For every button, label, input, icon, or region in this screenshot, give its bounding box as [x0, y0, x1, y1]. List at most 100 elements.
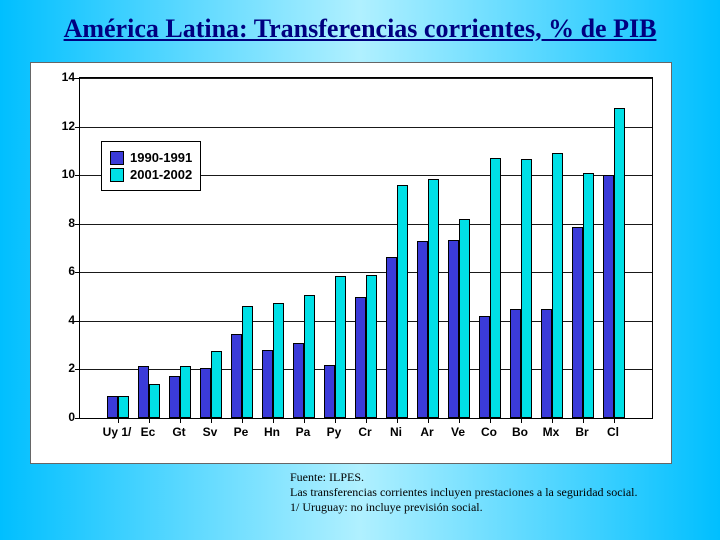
xtick-label: Mx — [543, 425, 560, 439]
bar — [118, 396, 129, 418]
xtick-label: Gt — [172, 425, 185, 439]
xtick-mark — [118, 418, 119, 423]
bar — [324, 365, 335, 418]
xtick-mark — [552, 418, 553, 423]
bar — [614, 108, 625, 418]
bar — [490, 158, 501, 418]
ytick-label: 2 — [35, 361, 75, 375]
xtick-label: Co — [481, 425, 497, 439]
bar — [149, 384, 160, 418]
xtick-mark — [242, 418, 243, 423]
xtick-mark — [583, 418, 584, 423]
xtick-label: Cl — [607, 425, 619, 439]
ytick-label: 10 — [35, 167, 75, 181]
xtick-mark — [614, 418, 615, 423]
xtick-label: Uy 1/ — [103, 425, 132, 439]
bar — [417, 241, 428, 418]
gridline — [80, 272, 652, 273]
bar — [180, 366, 191, 418]
bar — [293, 343, 304, 418]
ytick-mark — [75, 224, 80, 225]
bar — [355, 297, 366, 418]
footnote: Fuente: ILPES. Las transferencias corrie… — [290, 470, 638, 515]
bar — [211, 351, 222, 418]
bar — [169, 376, 180, 419]
xtick-label: Bo — [512, 425, 528, 439]
xtick-mark — [428, 418, 429, 423]
legend-swatch — [110, 168, 124, 182]
footnote-line: 1/ Uruguay: no incluye previsión social. — [290, 500, 638, 515]
xtick-label: Br — [575, 425, 588, 439]
ytick-label: 6 — [35, 264, 75, 278]
legend-item: 2001-2002 — [110, 167, 192, 182]
xtick-mark — [459, 418, 460, 423]
bar — [603, 175, 614, 418]
xtick-mark — [335, 418, 336, 423]
bar — [459, 219, 470, 418]
xtick-mark — [366, 418, 367, 423]
legend-swatch — [110, 151, 124, 165]
ytick-mark — [75, 272, 80, 273]
ytick-label: 4 — [35, 313, 75, 327]
bar — [541, 309, 552, 418]
bar — [510, 309, 521, 418]
bar — [521, 159, 532, 418]
xtick-mark — [304, 418, 305, 423]
legend-item: 1990-1991 — [110, 150, 192, 165]
bar — [572, 227, 583, 418]
bar — [200, 368, 211, 418]
bar — [231, 334, 242, 418]
xtick-mark — [397, 418, 398, 423]
chart-title: América Latina: Transferencias corriente… — [0, 14, 720, 44]
ytick-mark — [75, 369, 80, 370]
xtick-label: Pe — [234, 425, 249, 439]
xtick-label: Cr — [358, 425, 371, 439]
bar — [386, 257, 397, 419]
ytick-mark — [75, 175, 80, 176]
chart-container: 1990-1991 2001-2002 0 2 4 6 8 10 12 14 Uy 1/Ec Gt S… — [30, 62, 672, 464]
gridline — [80, 78, 652, 79]
bar — [262, 350, 273, 418]
legend: 1990-1991 2001-2002 — [101, 141, 201, 191]
ytick-mark — [75, 321, 80, 322]
bar — [304, 295, 315, 418]
xtick-label: Ni — [390, 425, 402, 439]
xtick-mark — [490, 418, 491, 423]
bar — [107, 396, 118, 418]
xtick-label: Sv — [203, 425, 218, 439]
gridline — [80, 127, 652, 128]
bar — [335, 276, 346, 418]
xtick-mark — [180, 418, 181, 423]
xtick-mark — [273, 418, 274, 423]
xtick-label: Ve — [451, 425, 465, 439]
xtick-label: Ar — [420, 425, 433, 439]
ytick-label: 12 — [35, 119, 75, 133]
ytick-label: 14 — [35, 70, 75, 84]
bar — [273, 303, 284, 418]
ytick-mark — [75, 127, 80, 128]
gridline — [80, 224, 652, 225]
plot-area — [79, 77, 653, 419]
xtick-mark — [211, 418, 212, 423]
bar — [366, 275, 377, 418]
ytick-label: 0 — [35, 410, 75, 424]
legend-label: 2001-2002 — [130, 167, 192, 182]
ytick-label: 8 — [35, 216, 75, 230]
xtick-label: Hn — [264, 425, 280, 439]
xtick-mark — [521, 418, 522, 423]
ytick-mark — [75, 418, 80, 419]
bar — [583, 173, 594, 418]
footnote-line: Fuente: ILPES. — [290, 470, 638, 485]
xtick-mark — [149, 418, 150, 423]
bar — [479, 316, 490, 418]
bar — [448, 240, 459, 419]
footnote-line: Las transferencias corrientes incluyen p… — [290, 485, 638, 500]
xtick-label: Py — [327, 425, 342, 439]
bar — [138, 366, 149, 418]
xtick-label: Ec — [141, 425, 156, 439]
bar — [552, 153, 563, 418]
bar — [428, 179, 439, 418]
xtick-label: Pa — [296, 425, 311, 439]
bar — [397, 185, 408, 418]
slide: América Latina: Transferencias corriente… — [0, 0, 720, 540]
